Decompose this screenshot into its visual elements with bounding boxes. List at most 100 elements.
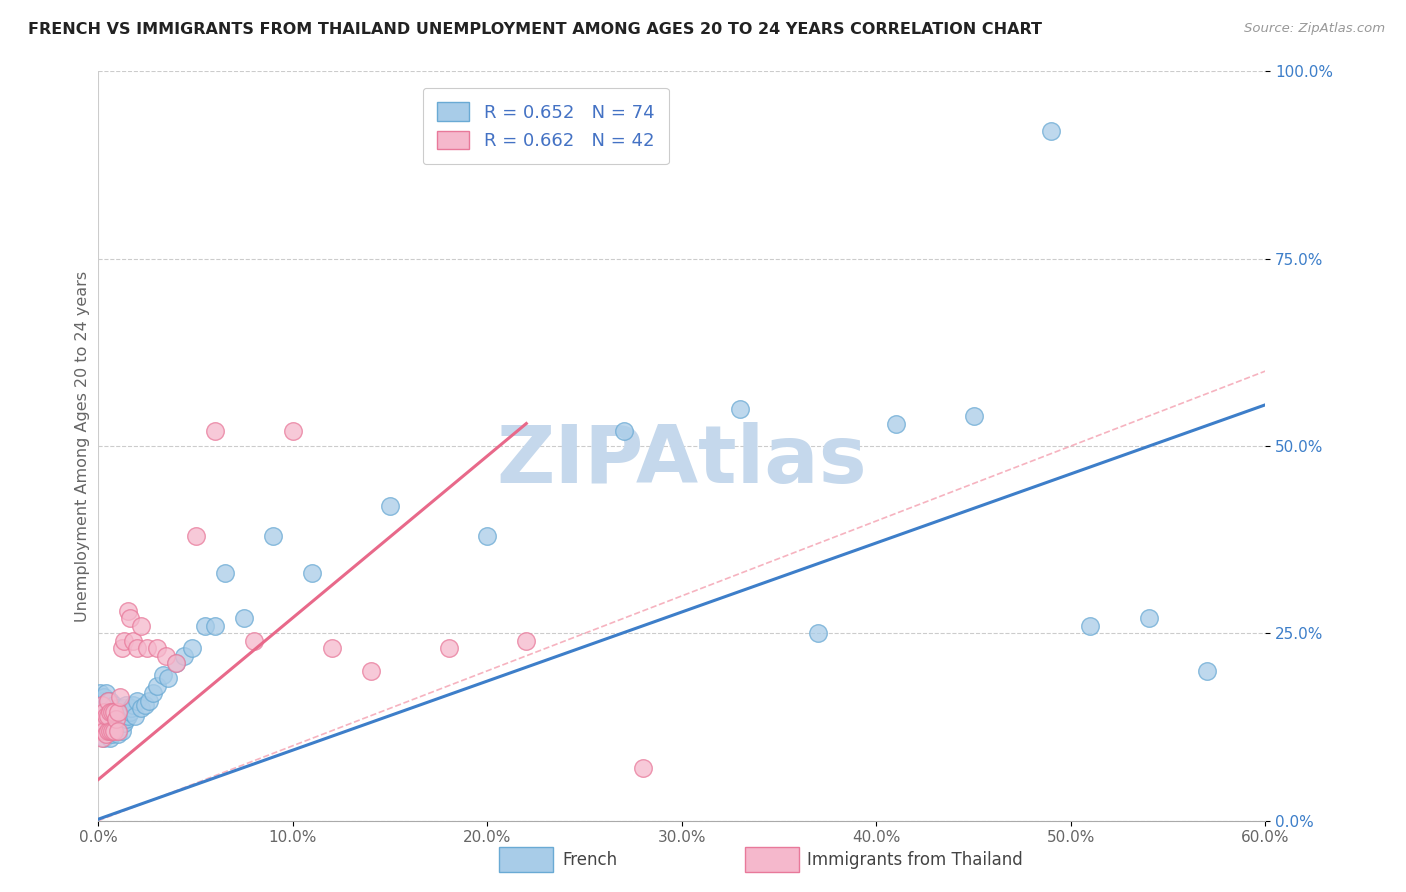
Point — [107, 713, 129, 727]
Point — [104, 713, 127, 727]
Point — [112, 633, 135, 648]
Text: French: French — [562, 851, 617, 869]
Point — [136, 641, 159, 656]
Point — [91, 694, 114, 708]
Point — [97, 723, 120, 738]
Y-axis label: Unemployment Among Ages 20 to 24 years: Unemployment Among Ages 20 to 24 years — [75, 270, 90, 622]
Point — [96, 727, 118, 741]
Point — [142, 686, 165, 700]
Point — [184, 529, 207, 543]
Point — [127, 641, 149, 656]
Point — [103, 723, 125, 738]
Point — [1080, 619, 1102, 633]
Point — [180, 641, 202, 656]
Point — [134, 698, 156, 712]
Point — [89, 708, 111, 723]
Point — [91, 708, 114, 723]
Point — [96, 698, 118, 712]
Point — [103, 705, 125, 719]
Text: FRENCH VS IMMIGRANTS FROM THAILAND UNEMPLOYMENT AMONG AGES 20 TO 24 YEARS CORREL: FRENCH VS IMMIGRANTS FROM THAILAND UNEMP… — [28, 22, 1042, 37]
Point — [233, 611, 256, 625]
Point — [515, 633, 537, 648]
Point — [103, 708, 125, 723]
Point — [89, 716, 111, 731]
Point — [127, 694, 149, 708]
Point — [101, 716, 124, 731]
Point — [360, 664, 382, 678]
Point — [243, 633, 266, 648]
Point — [117, 604, 139, 618]
Point — [96, 723, 118, 738]
Point — [165, 657, 187, 671]
Point — [281, 424, 304, 438]
Point — [107, 723, 129, 738]
Text: ZIPAtlas: ZIPAtlas — [496, 422, 868, 500]
Point — [112, 701, 135, 715]
Point — [962, 409, 984, 423]
Point — [97, 705, 120, 719]
Point — [107, 705, 129, 719]
Point — [214, 566, 236, 581]
Point — [97, 694, 120, 708]
Point — [173, 648, 195, 663]
Point — [321, 641, 343, 656]
Point — [101, 701, 124, 715]
Text: Immigrants from Thailand: Immigrants from Thailand — [807, 851, 1022, 869]
Point — [111, 708, 134, 723]
Point — [93, 716, 115, 731]
Point — [97, 694, 120, 708]
Point — [93, 701, 115, 715]
Point — [114, 698, 136, 712]
Point — [157, 671, 180, 685]
Point — [155, 648, 177, 663]
Point — [122, 698, 145, 712]
Point — [129, 701, 152, 715]
Point — [93, 731, 115, 746]
Point — [165, 657, 187, 671]
Point — [301, 566, 323, 581]
Point — [89, 723, 111, 738]
Point — [97, 727, 120, 741]
Point — [93, 690, 115, 704]
Point — [121, 701, 143, 715]
Point — [91, 698, 114, 712]
Text: Source: ZipAtlas.com: Source: ZipAtlas.com — [1244, 22, 1385, 36]
Point — [98, 694, 121, 708]
Point — [111, 723, 134, 738]
Point — [97, 716, 120, 731]
Point — [884, 417, 907, 431]
Point — [96, 708, 118, 723]
Point — [204, 424, 226, 438]
Point — [101, 727, 124, 741]
Point — [103, 723, 125, 738]
Point — [89, 686, 111, 700]
Point — [108, 720, 131, 734]
Point — [631, 761, 654, 775]
Point — [101, 705, 124, 719]
Point — [262, 529, 284, 543]
Point — [93, 705, 115, 719]
Point — [477, 529, 499, 543]
Point — [122, 633, 145, 648]
Point — [98, 708, 121, 723]
Point — [98, 723, 121, 738]
Point — [91, 716, 114, 731]
Point — [114, 713, 136, 727]
Point — [103, 698, 125, 712]
Point — [194, 619, 217, 633]
Point — [117, 708, 139, 723]
Point — [1040, 124, 1063, 138]
Point — [93, 723, 115, 738]
Point — [97, 708, 120, 723]
Point — [91, 731, 114, 746]
Point — [104, 720, 127, 734]
Point — [107, 727, 129, 741]
Point — [380, 499, 402, 513]
Point — [124, 708, 146, 723]
Point — [107, 701, 129, 715]
Point — [807, 626, 830, 640]
Point — [89, 701, 111, 715]
Point — [129, 619, 152, 633]
Point — [91, 723, 114, 738]
Point — [101, 723, 124, 738]
